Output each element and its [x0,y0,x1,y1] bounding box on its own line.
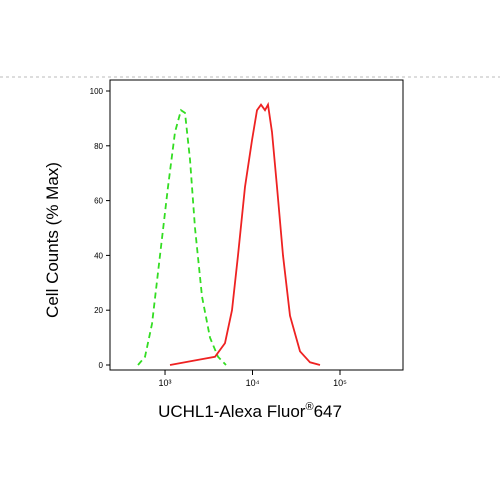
plot-frame [109,79,404,371]
histogram-line [137,108,227,366]
y-tick-label: 0 [99,361,104,370]
x-axis-label-main: UCHL1-Alexa Fluor [158,402,306,421]
x-tick-label: 10⁴ [246,378,260,388]
y-tick-label: 60 [94,197,103,206]
histogram-line [169,101,321,366]
y-axis-label: Cell Counts (% Max) [43,162,62,318]
x-axis-label: UCHL1-Alexa Fluor®647 [158,401,342,421]
y-tick-label: 100 [90,87,104,96]
y-tick-label: 80 [94,142,103,151]
x-tick-label: 10³ [159,378,172,388]
y-tick-label: 40 [94,251,103,260]
x-tick-label: 10⁵ [333,378,347,388]
x-axis-label-tail: 647 [314,402,342,421]
x-axis-label-mark: ® [305,401,313,413]
y-tick-label: 20 [94,306,103,315]
